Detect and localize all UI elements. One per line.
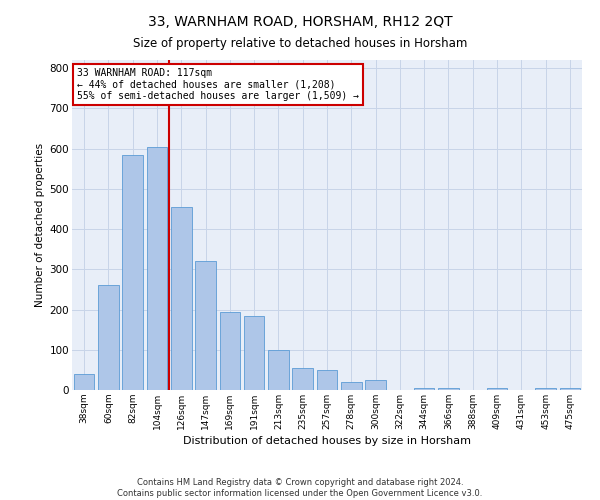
Bar bbox=[98, 286, 119, 390]
Y-axis label: Number of detached properties: Number of detached properties bbox=[35, 143, 46, 307]
Bar bbox=[341, 382, 362, 390]
Text: 33, WARNHAM ROAD, HORSHAM, RH12 2QT: 33, WARNHAM ROAD, HORSHAM, RH12 2QT bbox=[148, 15, 452, 29]
Bar bbox=[535, 388, 556, 390]
Bar bbox=[268, 350, 289, 390]
Text: Size of property relative to detached houses in Horsham: Size of property relative to detached ho… bbox=[133, 38, 467, 51]
Bar bbox=[487, 388, 508, 390]
Text: Contains HM Land Registry data © Crown copyright and database right 2024.
Contai: Contains HM Land Registry data © Crown c… bbox=[118, 478, 482, 498]
Text: 33 WARNHAM ROAD: 117sqm
← 44% of detached houses are smaller (1,208)
55% of semi: 33 WARNHAM ROAD: 117sqm ← 44% of detache… bbox=[77, 68, 359, 102]
Bar bbox=[220, 312, 240, 390]
Bar bbox=[414, 388, 434, 390]
Bar bbox=[438, 388, 459, 390]
Bar bbox=[122, 154, 143, 390]
Bar bbox=[244, 316, 265, 390]
Bar bbox=[560, 388, 580, 390]
Bar bbox=[171, 207, 191, 390]
Bar bbox=[195, 261, 216, 390]
Bar bbox=[317, 370, 337, 390]
Bar bbox=[365, 380, 386, 390]
Bar bbox=[146, 146, 167, 390]
Bar bbox=[292, 368, 313, 390]
X-axis label: Distribution of detached houses by size in Horsham: Distribution of detached houses by size … bbox=[183, 436, 471, 446]
Bar bbox=[74, 374, 94, 390]
